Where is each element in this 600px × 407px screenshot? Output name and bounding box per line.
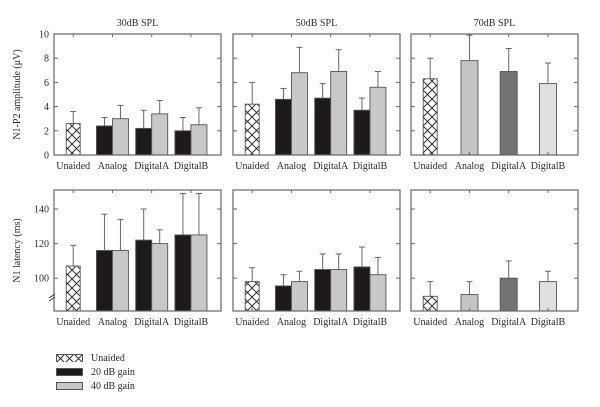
bar-digitalb-40-db-gain	[369, 274, 387, 312]
y-tick-label: 140	[34, 205, 49, 216]
bar-digitala-40-db-gain	[151, 113, 169, 156]
bar-digitalb-40-db-gain	[369, 86, 387, 156]
legend-label-unaided: Unaided	[91, 352, 125, 364]
bar-analog-20-db-gain	[95, 250, 113, 312]
y-tick-label: 0	[44, 151, 49, 162]
y-tick-label: 4	[44, 102, 49, 113]
bar-analog-40-db-gain	[111, 118, 129, 156]
panels-group: N1-P2 amplitude (μV) 30dB SPL Unaided Analo…	[12, 18, 579, 328]
bar-unaided-unaided	[244, 281, 260, 312]
panel-0-0: 30dB SPL Unaided Analog DigitalA DigitalB 0 2 4…	[39, 18, 222, 172]
panel-0-1: 50dB SPL Unaided Analog DigitalA DigitalB	[232, 18, 401, 172]
bar-analog-20-db-gain	[275, 98, 292, 156]
bar-digitalb-40-db-gain	[190, 124, 208, 156]
bar-digitalb-digitalb	[538, 281, 557, 312]
bar-analog-40-db-gain	[291, 72, 308, 156]
panel-title: 50dB SPL	[296, 18, 337, 29]
y-tick-label: 8	[44, 54, 49, 65]
x-tick-label: DigitalA	[134, 161, 170, 172]
axis-break-mark	[48, 293, 56, 299]
bar-digitala-40-db-gain	[330, 269, 348, 312]
panel-frame	[53, 189, 222, 312]
panel-title: 70dB SPL	[474, 18, 515, 29]
x-tick-label: Unaided	[235, 161, 269, 172]
y-tick-label: 100	[34, 274, 49, 285]
bar-digitalb-digitalb	[538, 83, 557, 156]
legend-label-20db-gain: 20 dB gain	[91, 366, 135, 378]
x-tick-label: Unaided	[56, 161, 90, 172]
panel-title: 30dB SPL	[117, 18, 158, 29]
x-tick-label: DigitalA	[313, 317, 349, 328]
x-tick-label: DigitalA	[134, 317, 170, 328]
x-tick-label: Unaided	[56, 317, 90, 328]
bar-digitalb-20-db-gain	[174, 234, 192, 312]
x-tick-label: Analog	[277, 161, 306, 172]
x-tick-label: DigitalB	[353, 161, 388, 172]
bar-unaided-unaided	[65, 123, 81, 156]
bar-digitalb-20-db-gain	[353, 109, 371, 156]
bar-analog-40-db-gain	[291, 281, 308, 312]
y-tick-label: 2	[44, 126, 49, 137]
legend-swatch-40db-gain	[56, 382, 83, 390]
x-tick-label: DigitalB	[531, 161, 566, 172]
x-tick-label: DigitalB	[353, 317, 388, 328]
bar-digitala-20-db-gain	[314, 269, 332, 312]
x-tick-label: Analog	[98, 161, 127, 172]
legend-label-40db-gain: 40 dB gain	[91, 380, 135, 392]
x-tick-label: Unaided	[413, 161, 447, 172]
x-tick-label: DigitalA	[491, 161, 527, 172]
bar-digitala-20-db-gain	[135, 127, 153, 156]
legend-swatch-20db-gain	[56, 368, 83, 376]
bar-digitalb-20-db-gain	[353, 266, 371, 312]
y-axis-label: N1-P2 amplitude (μV)	[12, 49, 23, 139]
panel-frame	[410, 189, 579, 312]
panel-frame	[232, 189, 401, 312]
panel-1-2: Unaided Analog DigitalA DigitalB	[410, 189, 579, 328]
bar-digitala-20-db-gain	[314, 97, 332, 156]
panel-1-0: Unaided Analog DigitalA DigitalB 100 120 140	[34, 189, 222, 328]
x-tick-label: Analog	[455, 317, 484, 328]
panel-frame	[232, 33, 401, 156]
bar-analog-40-db-gain	[111, 250, 129, 312]
panel-0-2: 70dB SPL Unaided Analog DigitalA DigitalB	[410, 18, 579, 172]
legend-swatch-unaided	[56, 354, 83, 362]
x-tick-label: Unaided	[413, 317, 447, 328]
bar-analog-analog	[460, 60, 479, 156]
x-tick-label: Analog	[98, 317, 127, 328]
x-tick-label: Analog	[277, 317, 306, 328]
bar-digitalb-40-db-gain	[190, 234, 208, 312]
panel-frame	[53, 33, 222, 156]
panel-1-1: Unaided Analog DigitalA DigitalB	[232, 189, 401, 328]
bar-digitala-40-db-gain	[330, 71, 348, 156]
x-tick-label: DigitalA	[491, 317, 527, 328]
x-tick-label: DigitalB	[174, 317, 209, 328]
legend-item-20db-gain: 20 dB gain	[56, 365, 135, 379]
y-tick-label: 120	[34, 239, 49, 250]
bar-digitala-20-db-gain	[135, 239, 153, 312]
legend-item-unaided: Unaided	[56, 351, 135, 365]
bar-unaided-unaided	[65, 265, 81, 312]
x-tick-label: DigitalB	[174, 161, 209, 172]
x-tick-label: Analog	[455, 161, 484, 172]
bar-digitala-40-db-gain	[151, 243, 169, 312]
x-tick-label: Unaided	[235, 317, 269, 328]
bar-unaided-unaided	[244, 103, 260, 156]
bar-digitala-digitala	[499, 277, 518, 312]
axis-break-mark	[48, 296, 56, 302]
bar-digitala-digitala	[499, 71, 518, 156]
y-tick-label: 6	[44, 78, 49, 89]
x-tick-label: DigitalA	[313, 161, 349, 172]
legend-item-40db-gain: 40 dB gain	[56, 379, 135, 393]
x-tick-label: DigitalB	[531, 317, 566, 328]
bar-analog-20-db-gain	[95, 125, 113, 156]
y-axis-label: N1 latency (ms)	[12, 218, 23, 282]
bar-digitalb-20-db-gain	[174, 130, 192, 156]
y-tick-label: 10	[39, 30, 49, 41]
panel-frame	[410, 33, 579, 156]
bar-analog-20-db-gain	[275, 285, 292, 312]
bar-unaided-unaided	[422, 78, 438, 156]
legend: Unaided 20 dB gain 40 dB gain	[56, 351, 135, 393]
